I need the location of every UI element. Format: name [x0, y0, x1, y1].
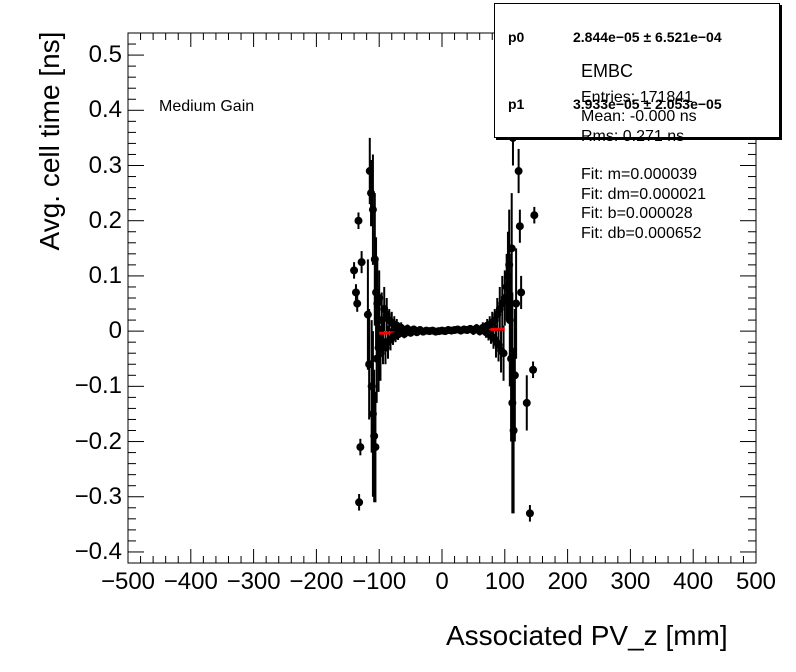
y-tick-label: −0.3	[74, 482, 122, 510]
data-point	[505, 316, 514, 325]
p1-value: 3.933e−05 ± 2.053e−05	[573, 96, 722, 112]
x-tick-label: 500	[735, 568, 777, 595]
data-point	[397, 323, 406, 332]
data-point	[375, 294, 384, 302]
data-point	[370, 255, 379, 264]
annotation-medium-gain: Medium Gain	[159, 98, 255, 115]
data-point	[365, 167, 374, 176]
p0-value: 2.844e−05 ± 6.521e−04	[573, 29, 722, 45]
data-point	[370, 432, 379, 441]
x-tick-label: −200	[289, 568, 344, 595]
fit-dm-text: Fit: dm=0.000021	[581, 185, 706, 203]
fit-b-text: Fit: b=0.000028	[581, 205, 693, 222]
data-point	[368, 205, 377, 214]
rms-text: Rms: 0.271 ns	[581, 127, 685, 145]
data-point	[509, 426, 518, 435]
histogram-info: EMBC Entries: 171841 Mean: -0.000 ns Rms…	[581, 61, 706, 243]
data-point	[500, 294, 509, 302]
x-tick-label: 200	[547, 568, 588, 595]
x-tick-label: −300	[226, 568, 281, 595]
data-point	[353, 299, 362, 308]
x-tick-label: −100	[352, 568, 407, 595]
data-point	[371, 443, 380, 452]
data-point	[354, 216, 363, 225]
data-point	[356, 443, 365, 452]
y-tick-label: −0.4	[74, 537, 122, 565]
data-point	[365, 360, 374, 369]
data-point	[357, 258, 366, 267]
data-point	[529, 365, 538, 374]
data-point	[355, 498, 364, 507]
data-point	[512, 299, 521, 308]
x-tick-label: 0	[435, 568, 449, 595]
data-point	[351, 288, 360, 297]
p1-label: p1	[508, 96, 525, 112]
data-point	[514, 167, 523, 176]
y-tick-label: 0.1	[88, 261, 122, 289]
x-tick-label: −400	[163, 568, 218, 595]
mean-text: Mean: -0.000 ns	[581, 108, 697, 125]
entries-text: Entries: 171841	[581, 88, 694, 106]
data-point	[502, 282, 511, 291]
p0-label: p0	[508, 29, 525, 45]
data-point	[525, 509, 534, 518]
data-point	[507, 244, 516, 253]
y-tick-label: 0.3	[88, 151, 122, 179]
y-tick-label: 0.4	[88, 96, 122, 124]
x-axis-label: Associated PV_z [mm]	[446, 620, 728, 651]
data-point	[510, 371, 519, 380]
data-point	[517, 288, 526, 297]
data-point	[515, 222, 524, 231]
fit-m-text: Fit: m=0.000039	[581, 166, 698, 183]
data-point	[394, 330, 403, 339]
y-tick-label: 0.5	[88, 41, 122, 69]
x-tick-label: 400	[673, 568, 714, 595]
y-tick-label: −0.1	[74, 372, 122, 400]
y-tick-label: −0.2	[74, 427, 122, 455]
hist-title: EMBC	[581, 61, 634, 81]
data-point	[508, 398, 517, 407]
y-tick-label: 0	[108, 317, 122, 345]
data-point	[505, 260, 514, 269]
data-point	[507, 354, 516, 363]
data-point	[499, 349, 508, 358]
data-point	[367, 382, 376, 391]
data-point	[530, 211, 539, 220]
x-tick-label: 100	[484, 568, 525, 595]
data-point	[367, 189, 376, 198]
fit-db-text: Fit: db=0.000652	[581, 224, 702, 242]
data-point	[368, 409, 377, 418]
data-point	[377, 316, 386, 325]
y-axis-label: Avg. cell time [ns]	[34, 31, 65, 251]
y-tick-label: 0.2	[88, 206, 122, 234]
x-tick-label: 300	[610, 568, 651, 595]
data-point	[376, 349, 385, 358]
data-point	[350, 266, 359, 275]
data-point	[503, 271, 512, 280]
x-tick-label: −500	[100, 568, 156, 595]
fit-stat-box: p0 2.844e−05 ± 6.521e−04 p1 3.933e−05 ± …	[494, 3, 780, 138]
data-point	[363, 310, 372, 319]
data-point	[522, 398, 531, 407]
